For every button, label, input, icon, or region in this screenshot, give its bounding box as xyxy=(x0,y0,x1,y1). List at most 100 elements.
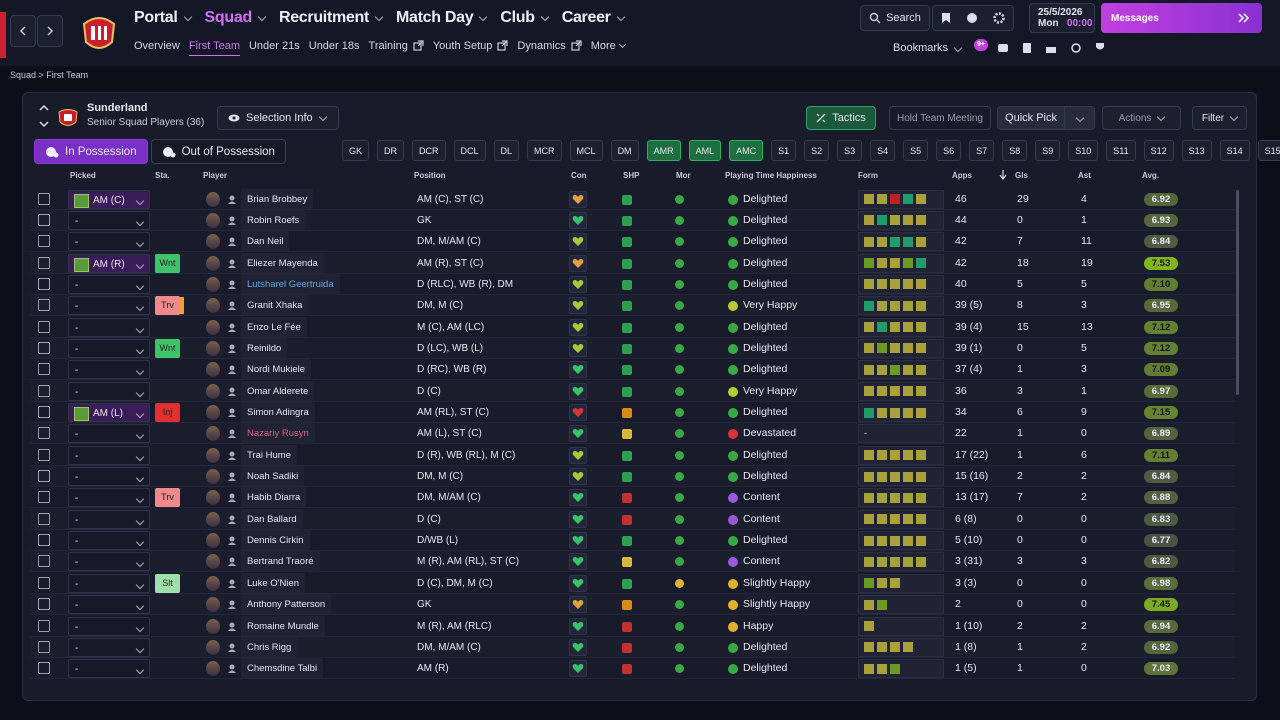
position-button[interactable]: S1 xyxy=(771,140,797,161)
submenu-item[interactable]: Overview xyxy=(134,40,180,56)
player-name[interactable]: Nordi Mukiele xyxy=(241,359,312,380)
position-button[interactable]: S11 xyxy=(1106,140,1136,161)
column-header[interactable]: Player xyxy=(203,171,228,180)
tactics-button[interactable]: Tactics xyxy=(806,106,876,130)
picked-select[interactable]: - xyxy=(68,509,150,529)
position-button[interactable]: MCR xyxy=(527,140,562,161)
picked-select[interactable]: - xyxy=(68,531,150,551)
column-header[interactable]: Playing Time Happiness xyxy=(725,171,817,180)
position-button[interactable]: S5 xyxy=(903,140,929,161)
bookmark-icon[interactable] xyxy=(941,12,951,24)
table-row[interactable]: AM (R) Wnt Eliezer Mayenda AM (R), ST (C) De… xyxy=(30,252,1235,274)
messages-button[interactable]: Messages xyxy=(1101,3,1262,33)
hold-meeting-button[interactable]: Hold Team Meeting xyxy=(889,106,991,130)
position-button[interactable]: S10 xyxy=(1068,140,1099,161)
position-button[interactable]: AMR xyxy=(646,140,681,161)
player-name[interactable]: Luke O'Nien xyxy=(241,572,305,593)
picked-select[interactable]: - xyxy=(68,338,150,358)
checkbox[interactable] xyxy=(38,192,50,205)
picked-select[interactable]: - xyxy=(68,210,150,230)
column-header[interactable]: Picked xyxy=(70,171,96,180)
checkbox[interactable] xyxy=(38,640,50,653)
column-header[interactable]: Avg. xyxy=(1142,171,1160,180)
checkbox[interactable] xyxy=(38,320,50,333)
forward-button[interactable] xyxy=(37,15,63,47)
table-row[interactable]: - Enzo Le Fée M (C), AM (LC) Delighted 39 (4… xyxy=(30,316,1235,338)
column-header[interactable]: Mor xyxy=(676,171,691,180)
table-row[interactable]: - Anthony Patterson GK Slightly Happy 2 0 0 7.4… xyxy=(30,594,1235,616)
checkbox[interactable] xyxy=(38,576,50,589)
column-header[interactable]: Gls xyxy=(1015,171,1028,180)
position-button[interactable]: DR xyxy=(377,140,405,161)
position-button[interactable]: S9 xyxy=(1035,140,1061,161)
submenu-item[interactable]: Youth Setup xyxy=(433,40,509,56)
player-name[interactable]: Brian Brobbey xyxy=(241,188,314,209)
player-name[interactable]: Enzo Le Fée xyxy=(241,316,307,337)
checkbox[interactable] xyxy=(38,555,50,568)
position-button[interactable]: S14 xyxy=(1219,140,1250,161)
table-row[interactable]: - Romaine Mundle M (R), AM (RLC) Happy 1 (10… xyxy=(30,615,1235,637)
submenu-item[interactable]: More xyxy=(591,40,626,56)
player-name[interactable]: Granit Xhaka xyxy=(241,295,309,316)
table-row[interactable]: - Chemsdine Talbi AM (R) Delighted 1 (5) 1 0 7.… xyxy=(30,658,1235,680)
checkbox[interactable] xyxy=(38,256,50,269)
column-header[interactable]: Sta. xyxy=(155,171,170,180)
menu-item[interactable]: Career xyxy=(562,7,625,29)
column-header[interactable]: Ast xyxy=(1078,171,1091,180)
column-header[interactable]: Position xyxy=(414,171,446,180)
player-name[interactable]: Chemsdine Talbi xyxy=(241,658,324,679)
player-name[interactable]: Noah Sadiki xyxy=(241,466,305,487)
picked-select[interactable]: - xyxy=(68,573,150,593)
position-button[interactable]: S4 xyxy=(870,140,896,161)
picked-select[interactable]: - xyxy=(68,424,150,444)
position-button[interactable]: S3 xyxy=(837,140,863,161)
selection-info-button[interactable]: Selection Info xyxy=(217,106,339,130)
position-button[interactable]: S15 xyxy=(1257,140,1280,161)
table-row[interactable]: AM (L) Inj Simon Adingra AM (RL), ST (C) Del… xyxy=(30,402,1235,423)
table-row[interactable]: - Wnt Reinildo D (LC), WB (L) Delighted 39 (1… xyxy=(30,337,1235,359)
quick-pick-dropdown[interactable] xyxy=(1064,106,1095,130)
player-name[interactable]: Dennis Cirkin xyxy=(241,530,310,551)
position-button[interactable]: GK xyxy=(342,140,370,161)
scrollbar[interactable] xyxy=(1236,190,1239,395)
position-button[interactable]: S6 xyxy=(936,140,962,161)
quick-pick-button[interactable]: Quick Pick xyxy=(997,106,1065,130)
table-row[interactable]: AM (C) Brian Brobbey AM (C), ST (C) Delight… xyxy=(30,188,1235,210)
player-name[interactable]: Dan Neil xyxy=(241,231,290,252)
picked-select[interactable]: - xyxy=(68,317,150,337)
picked-select[interactable]: - xyxy=(68,488,150,508)
crumb[interactable]: Squad xyxy=(10,70,37,80)
submenu-item[interactable]: First Team xyxy=(188,40,240,56)
checkbox[interactable] xyxy=(38,341,50,354)
menu-item[interactable]: Club xyxy=(500,7,549,29)
bookmarks[interactable]: Bookmarks xyxy=(893,42,963,54)
table-row[interactable]: - Bertrand Traoré M (R), AM (RL), ST (C) Co… xyxy=(30,551,1235,573)
position-button[interactable]: AML xyxy=(688,140,722,161)
position-button[interactable]: S8 xyxy=(1002,140,1028,161)
player-name[interactable]: Robin Roefs xyxy=(241,209,306,230)
table-row[interactable]: - Dennis Cirkin D/WB (L) Delighted 5 (10) 0 0 6… xyxy=(30,530,1235,552)
picked-select[interactable]: - xyxy=(68,296,150,316)
tab[interactable]: Out of Possession xyxy=(150,139,286,164)
position-button[interactable]: DL xyxy=(493,140,520,161)
position-button[interactable]: DCL xyxy=(453,140,486,161)
collapse-arrows[interactable] xyxy=(38,103,50,129)
picked-select[interactable]: AM (R) xyxy=(68,253,150,273)
crumb[interactable]: First Team xyxy=(46,70,89,80)
table-row[interactable]: - Dan Neil DM, M/AM (C) Delighted 42 7 11 6.84 xyxy=(30,231,1235,253)
table-row[interactable]: - Trv Granit Xhaka DM, M (C) Very Happy 39 (5… xyxy=(30,295,1235,317)
player-name[interactable]: Habib Diarra xyxy=(241,487,307,508)
position-button[interactable]: AMC xyxy=(729,140,764,161)
column-header[interactable]: Apps xyxy=(952,171,972,180)
position-button[interactable]: S13 xyxy=(1181,140,1212,161)
position-button[interactable]: S12 xyxy=(1143,140,1174,161)
checkbox[interactable] xyxy=(38,363,50,376)
position-button[interactable]: S2 xyxy=(804,140,830,161)
table-row[interactable]: - Chris Rigg DM, M/AM (C) Delighted 1 (8) 1 2 6… xyxy=(30,636,1235,658)
submenu-item[interactable]: Dynamics xyxy=(517,40,582,56)
position-button[interactable]: DM xyxy=(610,140,639,161)
picked-select[interactable]: - xyxy=(68,616,150,636)
player-name[interactable]: Lutsharel Geertruida xyxy=(241,273,340,294)
actions-button[interactable]: Actions xyxy=(1102,106,1181,130)
column-header[interactable]: SHP xyxy=(623,171,640,180)
